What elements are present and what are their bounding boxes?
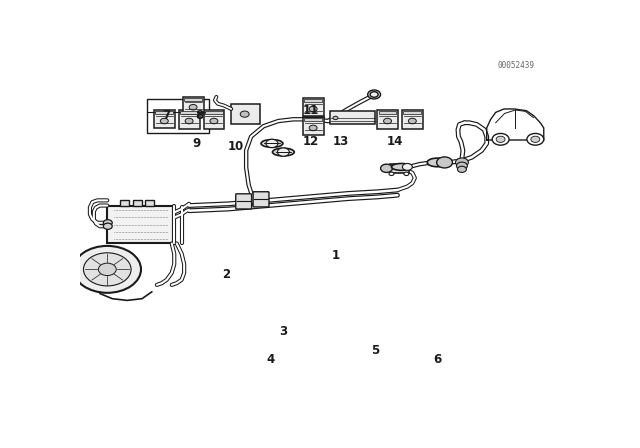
Circle shape	[309, 125, 317, 131]
FancyBboxPatch shape	[180, 111, 198, 114]
FancyBboxPatch shape	[205, 111, 223, 114]
FancyBboxPatch shape	[132, 200, 141, 206]
Text: 1: 1	[332, 249, 339, 262]
FancyBboxPatch shape	[236, 194, 252, 209]
FancyBboxPatch shape	[204, 110, 225, 129]
Circle shape	[383, 118, 392, 124]
FancyBboxPatch shape	[182, 97, 204, 114]
FancyBboxPatch shape	[184, 98, 202, 101]
FancyBboxPatch shape	[304, 99, 322, 103]
Text: 14: 14	[387, 135, 403, 148]
Text: 4: 4	[267, 353, 275, 366]
Circle shape	[389, 172, 394, 176]
Circle shape	[103, 223, 112, 229]
Circle shape	[436, 157, 452, 168]
Text: 8: 8	[195, 109, 203, 122]
Text: 9: 9	[193, 137, 201, 150]
Circle shape	[99, 263, 116, 276]
Circle shape	[333, 116, 338, 120]
Circle shape	[496, 136, 505, 142]
Text: 11: 11	[303, 104, 319, 117]
Circle shape	[492, 134, 509, 145]
Circle shape	[527, 134, 544, 145]
FancyBboxPatch shape	[145, 200, 154, 206]
Circle shape	[266, 139, 278, 147]
Text: 2: 2	[222, 268, 230, 281]
Text: 12: 12	[303, 135, 319, 148]
Circle shape	[240, 111, 249, 117]
Circle shape	[370, 92, 378, 97]
FancyBboxPatch shape	[231, 104, 260, 125]
Circle shape	[185, 118, 193, 124]
FancyBboxPatch shape	[154, 110, 175, 128]
Circle shape	[458, 166, 467, 172]
Ellipse shape	[392, 164, 412, 170]
Circle shape	[103, 220, 112, 226]
FancyBboxPatch shape	[108, 206, 174, 244]
FancyBboxPatch shape	[304, 118, 322, 121]
Circle shape	[189, 104, 197, 110]
Circle shape	[381, 164, 392, 172]
Circle shape	[404, 172, 409, 176]
FancyBboxPatch shape	[390, 164, 409, 173]
Circle shape	[83, 253, 131, 286]
Circle shape	[210, 118, 218, 124]
Text: 10: 10	[228, 140, 244, 153]
FancyBboxPatch shape	[120, 200, 129, 206]
Ellipse shape	[261, 140, 283, 147]
FancyBboxPatch shape	[179, 110, 200, 129]
FancyBboxPatch shape	[379, 111, 396, 114]
FancyBboxPatch shape	[303, 117, 324, 135]
Text: 7: 7	[163, 109, 171, 122]
Circle shape	[456, 162, 467, 170]
Text: 00052439: 00052439	[498, 61, 535, 70]
Circle shape	[403, 164, 412, 170]
Circle shape	[277, 148, 289, 156]
FancyBboxPatch shape	[303, 98, 324, 116]
Circle shape	[74, 246, 141, 293]
Circle shape	[456, 158, 468, 167]
Text: 5: 5	[371, 344, 380, 357]
Circle shape	[531, 136, 540, 142]
Text: 6: 6	[433, 353, 441, 366]
Ellipse shape	[273, 148, 294, 156]
Text: 13: 13	[332, 135, 349, 148]
FancyBboxPatch shape	[403, 111, 421, 114]
FancyBboxPatch shape	[156, 111, 173, 115]
Text: 3: 3	[279, 325, 287, 338]
FancyBboxPatch shape	[402, 110, 423, 129]
FancyBboxPatch shape	[253, 192, 269, 207]
FancyBboxPatch shape	[377, 110, 398, 129]
Circle shape	[161, 118, 168, 124]
Circle shape	[408, 118, 416, 124]
Circle shape	[309, 106, 317, 112]
FancyBboxPatch shape	[330, 112, 375, 125]
Circle shape	[367, 90, 381, 99]
Ellipse shape	[428, 158, 447, 167]
